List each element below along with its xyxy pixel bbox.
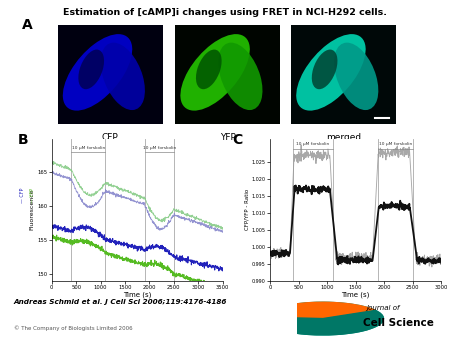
Bar bbox=[291, 25, 396, 124]
Ellipse shape bbox=[101, 43, 145, 110]
Text: © The Company of Biologists Limited 2006: © The Company of Biologists Limited 2006 bbox=[14, 325, 132, 331]
X-axis label: Time (s): Time (s) bbox=[341, 291, 370, 297]
Wedge shape bbox=[263, 302, 375, 318]
Ellipse shape bbox=[334, 43, 378, 110]
Ellipse shape bbox=[296, 34, 366, 111]
Text: 10 μM forskolin: 10 μM forskolin bbox=[379, 142, 412, 146]
Ellipse shape bbox=[196, 50, 222, 89]
Text: YFP: YFP bbox=[220, 133, 236, 142]
Ellipse shape bbox=[218, 43, 262, 110]
Ellipse shape bbox=[180, 34, 250, 111]
Bar bbox=[175, 25, 280, 124]
Bar bbox=[58, 25, 163, 124]
Text: 10 μM forskolin: 10 μM forskolin bbox=[296, 142, 329, 146]
Text: — YFP: — YFP bbox=[31, 188, 36, 203]
Ellipse shape bbox=[78, 50, 104, 89]
Text: B: B bbox=[18, 133, 28, 147]
Wedge shape bbox=[262, 310, 383, 335]
Text: — CFP: — CFP bbox=[20, 188, 25, 203]
Y-axis label: Fluorescence: Fluorescence bbox=[30, 189, 35, 231]
Text: Andreas Schmid et al. J Cell Sci 2006;119:4176-4186: Andreas Schmid et al. J Cell Sci 2006;11… bbox=[14, 299, 227, 305]
Text: Journal of: Journal of bbox=[366, 305, 400, 311]
Text: Estimation of [cAMP]i changes using FRET in NCI-H292 cells.: Estimation of [cAMP]i changes using FRET… bbox=[63, 8, 387, 17]
Text: A: A bbox=[22, 18, 33, 32]
Ellipse shape bbox=[63, 34, 132, 111]
Text: 10 μM forskolin: 10 μM forskolin bbox=[72, 146, 105, 150]
Text: Cell Science: Cell Science bbox=[363, 318, 434, 328]
Text: CFP: CFP bbox=[102, 133, 118, 142]
Circle shape bbox=[262, 302, 383, 335]
Text: 10 μM forskolin: 10 μM forskolin bbox=[143, 146, 176, 150]
Text: C: C bbox=[232, 133, 243, 147]
Y-axis label: CFP/YFP - Ratio: CFP/YFP - Ratio bbox=[244, 189, 249, 230]
X-axis label: Time (s): Time (s) bbox=[123, 291, 152, 297]
Ellipse shape bbox=[312, 50, 338, 89]
Text: merged: merged bbox=[326, 133, 361, 142]
